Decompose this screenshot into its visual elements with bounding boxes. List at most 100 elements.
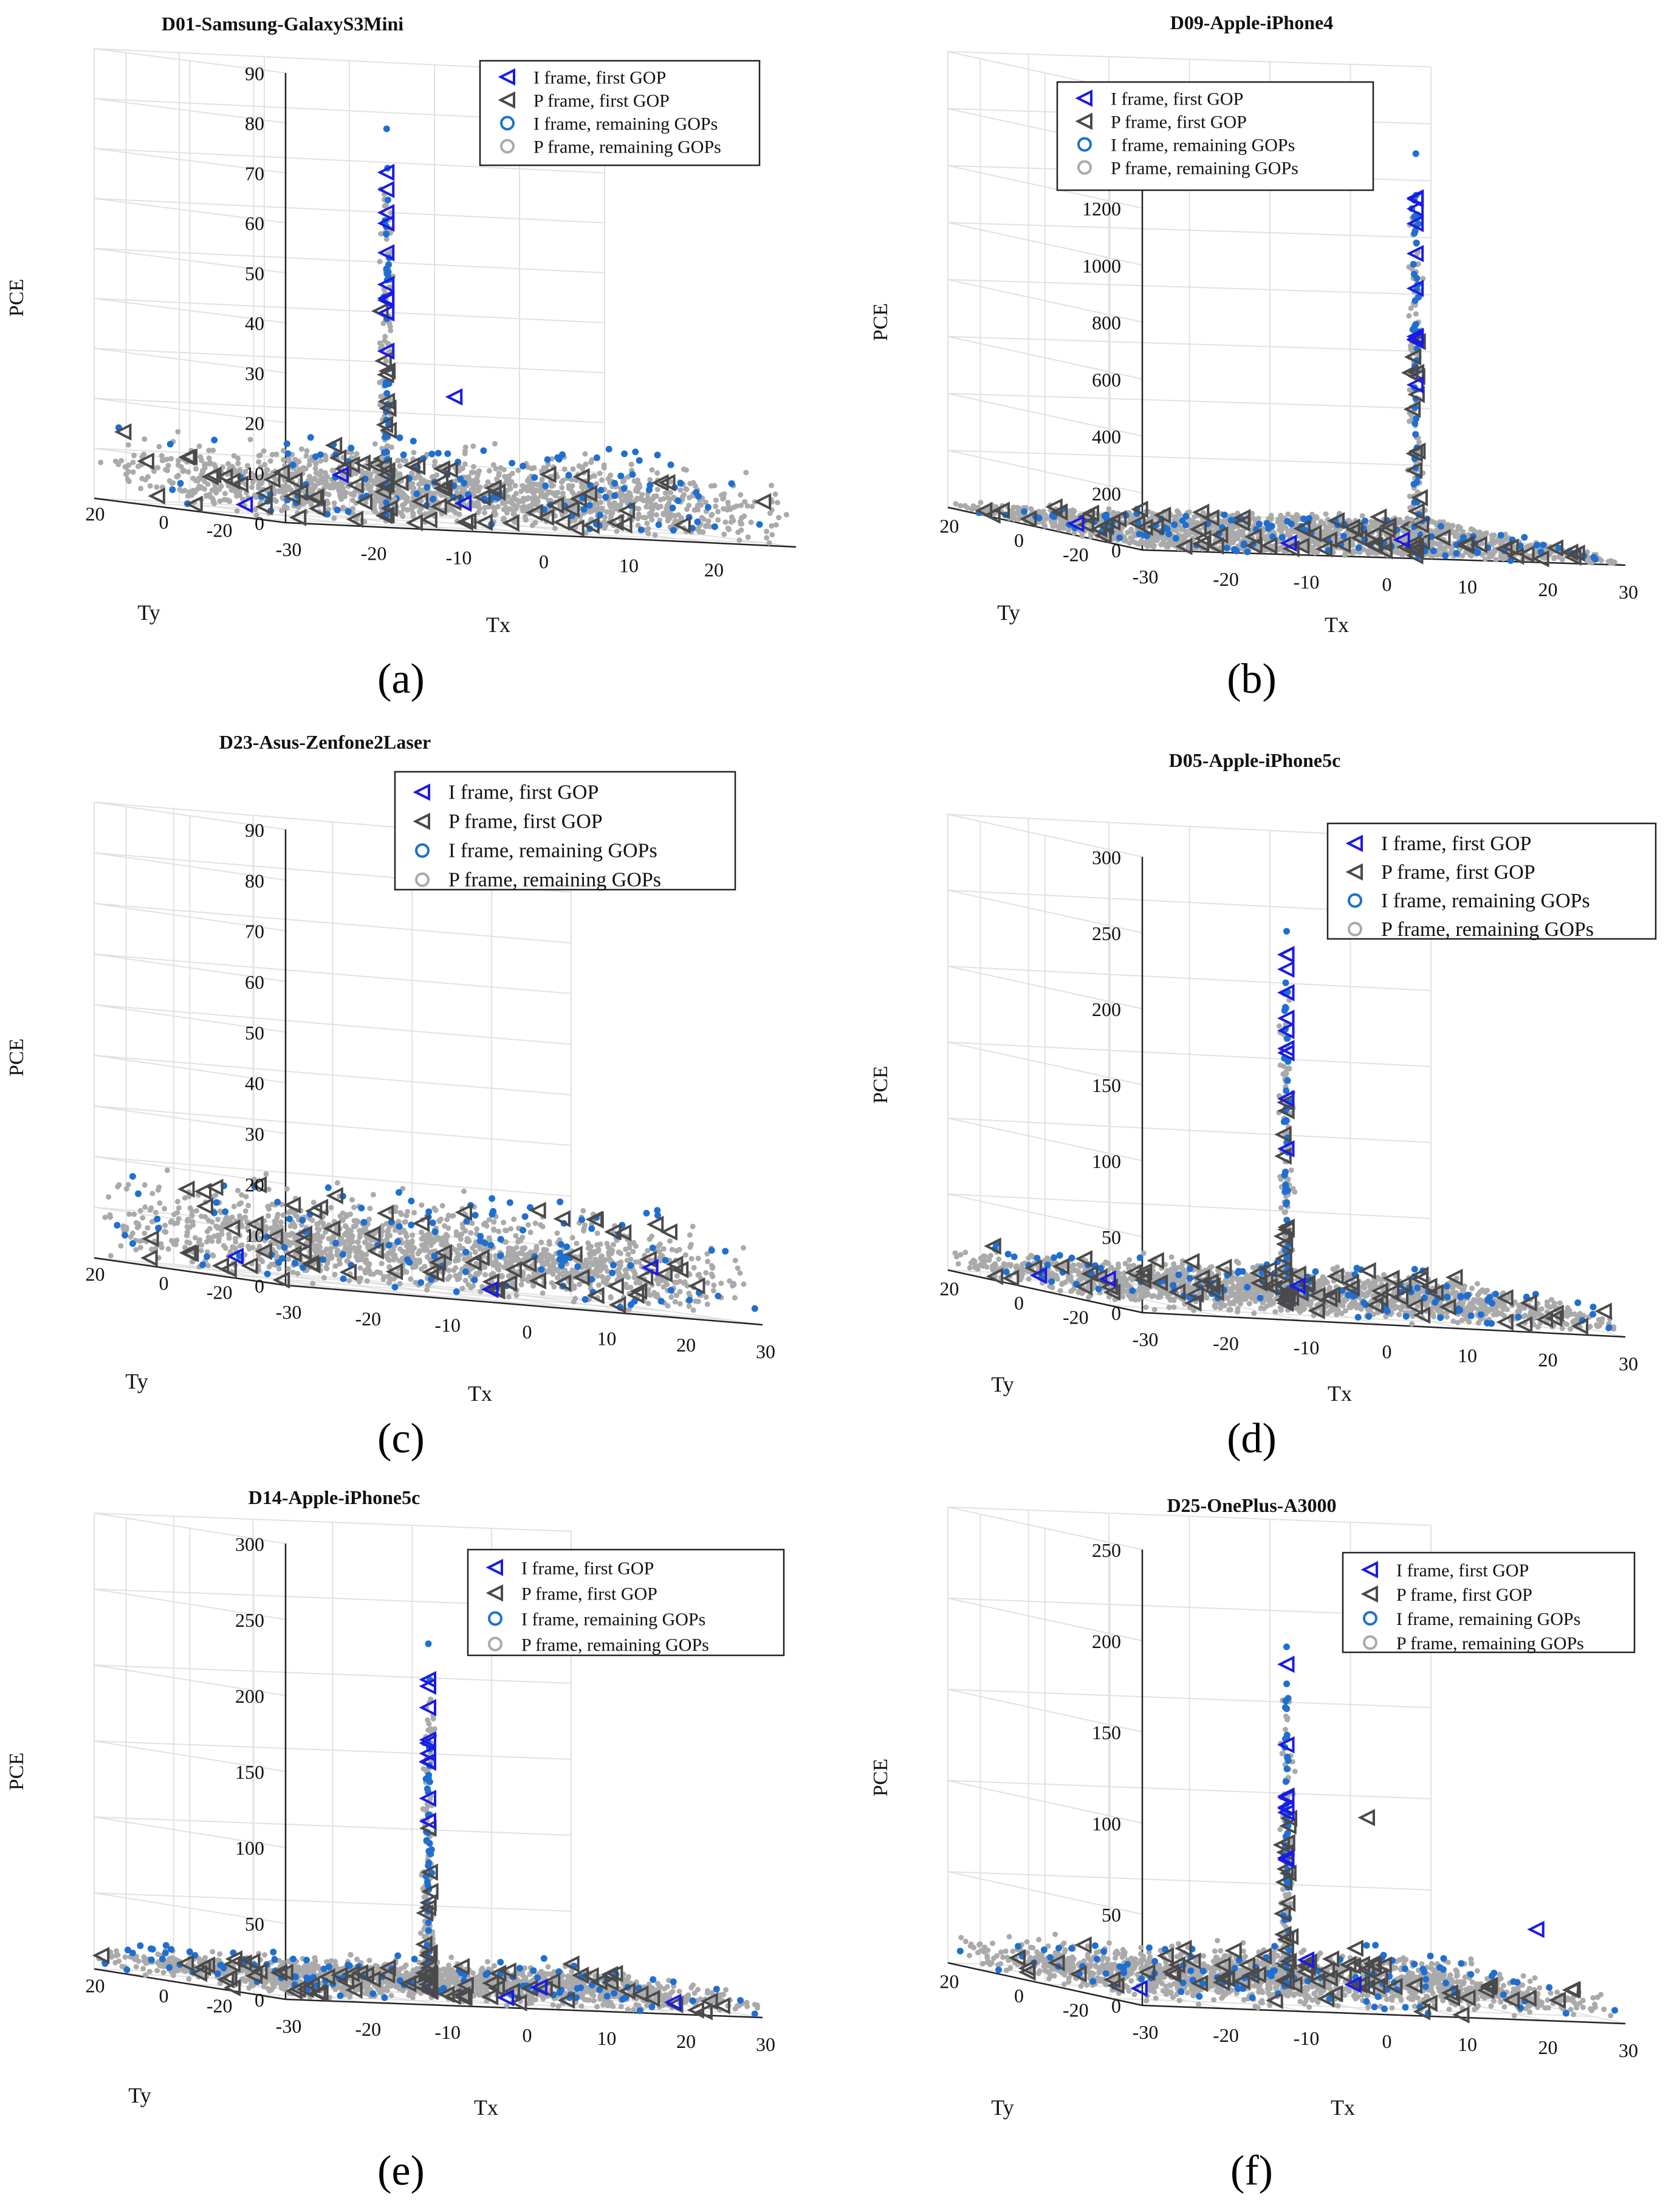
point-p-remaining <box>328 1204 334 1211</box>
point-p-first <box>552 514 571 531</box>
point-p-remaining <box>395 487 401 493</box>
point-p-remaining <box>391 496 397 502</box>
point-i-remaining <box>593 454 600 461</box>
point-p-remaining <box>194 1208 199 1214</box>
point-p-remaining <box>331 479 337 486</box>
point-p-remaining <box>142 477 148 483</box>
point-p-remaining <box>354 451 360 457</box>
grid-line <box>173 808 365 1293</box>
point-p-remaining <box>501 515 507 521</box>
point-p-remaining <box>202 478 208 484</box>
point-p-remaining <box>1551 555 1557 562</box>
point-p-remaining <box>314 1221 320 1227</box>
point-p-remaining <box>504 487 510 493</box>
point-p-remaining <box>317 1245 323 1250</box>
point-p-remaining <box>554 1230 560 1236</box>
point-p-remaining <box>142 1182 148 1188</box>
point-p-remaining <box>397 463 403 469</box>
point-p-first <box>308 500 326 518</box>
point-p-remaining <box>1368 518 1374 524</box>
point-p-remaining <box>279 507 285 514</box>
point-i-remaining <box>611 492 619 500</box>
grid-line <box>1349 64 1545 563</box>
point-p-remaining <box>617 494 623 500</box>
point-p-remaining <box>211 501 218 506</box>
point-p-remaining <box>651 503 657 509</box>
point-p-remaining <box>1432 520 1438 526</box>
point-p-remaining <box>549 1280 555 1286</box>
point-p-remaining <box>125 469 131 475</box>
point-p-first <box>346 476 364 494</box>
point-p-remaining <box>280 495 286 501</box>
point-p-first <box>374 352 392 369</box>
point-p-first <box>537 509 555 526</box>
point-p-remaining <box>204 492 210 498</box>
x-tick-label: 30 <box>1619 581 1638 603</box>
point-p-remaining <box>1010 504 1017 510</box>
point-p-remaining <box>654 487 660 492</box>
point-p-remaining <box>684 467 689 473</box>
point-p-remaining <box>247 436 253 442</box>
point-p-remaining <box>330 1234 336 1240</box>
point-p-remaining <box>664 506 670 512</box>
point-p-remaining <box>118 458 125 464</box>
point-p-remaining <box>354 1239 360 1245</box>
point-p-remaining <box>419 1266 424 1272</box>
point-p-remaining <box>377 495 383 501</box>
point-p-remaining <box>486 468 492 474</box>
point-p-remaining <box>741 1245 746 1251</box>
point-p-remaining <box>462 448 468 454</box>
point-p-first <box>569 490 587 508</box>
point-p-remaining <box>598 477 605 483</box>
point-p-remaining <box>244 462 250 469</box>
z-tick-label: 20 <box>245 413 264 434</box>
point-p-remaining <box>210 496 216 502</box>
point-i-remaining <box>694 518 701 526</box>
point-p-remaining <box>234 493 240 499</box>
grid-line <box>1430 67 1626 566</box>
point-p-remaining <box>598 500 604 506</box>
point-p-remaining <box>225 461 231 467</box>
point-p-remaining <box>540 1223 546 1229</box>
point-i-remaining <box>705 504 712 511</box>
point-p-remaining <box>978 500 984 506</box>
point-p-first <box>572 468 590 486</box>
point-p-remaining <box>671 495 677 501</box>
point-p-remaining <box>643 504 650 510</box>
point-p-remaining <box>286 1266 292 1272</box>
point-p-remaining <box>346 1278 352 1283</box>
point-p-remaining <box>379 343 385 349</box>
point-p-remaining <box>461 487 467 493</box>
point-p-remaining <box>1250 515 1257 521</box>
x-tick-label: -20 <box>1213 568 1239 590</box>
point-i-remaining <box>1182 521 1189 529</box>
x-tick-label: 10 <box>1458 576 1477 598</box>
point-p-remaining <box>209 1238 215 1244</box>
point-p-remaining <box>405 495 411 501</box>
point-p-remaining <box>202 462 207 468</box>
x-tick-label: 10 <box>619 555 639 577</box>
point-p-remaining <box>529 484 535 490</box>
point-p-remaining <box>180 469 186 475</box>
point-p-remaining <box>506 1294 512 1300</box>
point-p-remaining <box>633 498 639 504</box>
point-p-remaining <box>205 1263 211 1268</box>
point-p-remaining <box>395 458 401 464</box>
point-p-remaining <box>171 1212 177 1217</box>
point-p-remaining <box>773 522 779 528</box>
point-p-remaining <box>411 485 417 491</box>
point-p-remaining <box>475 510 481 515</box>
x-tick-label: -10 <box>446 546 472 568</box>
point-p-remaining <box>197 476 203 482</box>
point-p-remaining <box>700 529 706 535</box>
point-p-remaining <box>690 1223 696 1229</box>
point-p-remaining <box>1275 517 1281 523</box>
point-p-remaining <box>235 1187 241 1194</box>
point-p-remaining <box>699 515 705 521</box>
point-p-remaining <box>776 515 782 521</box>
point-p-remaining <box>504 510 510 516</box>
point-p-remaining <box>477 484 483 490</box>
point-p-remaining <box>378 231 384 237</box>
